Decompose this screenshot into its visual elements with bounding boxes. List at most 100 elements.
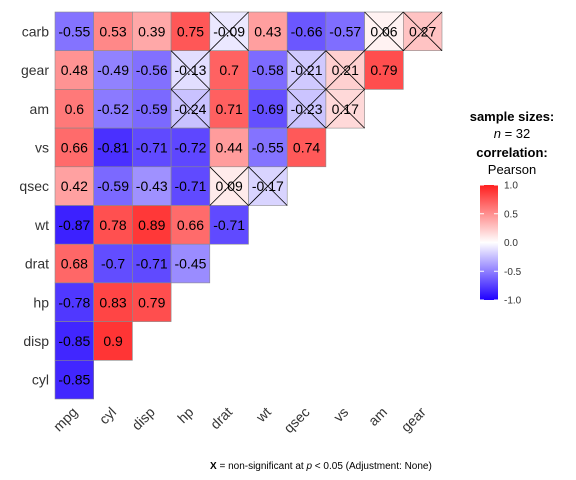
cell-value-label: -0.71 (213, 217, 245, 233)
legend: sample sizes: n = 32 correlation: Pearso… (470, 109, 555, 307)
cell-value-label: 0.71 (216, 101, 243, 117)
heatmap-cell (325, 11, 365, 52)
cell-value-label: -0.71 (174, 178, 206, 194)
non-significant-cross-line (364, 11, 404, 51)
legend-tick-label: -1.0 (504, 296, 522, 307)
cell-value-label: 0.74 (293, 139, 320, 155)
y-tick-label: cyl (32, 372, 49, 388)
y-tick-label: hp (33, 294, 49, 310)
heatmap-cell (132, 166, 172, 206)
legend-tick-label: -0.5 (504, 267, 522, 278)
legend-sample-sizes-title: sample sizes: (470, 109, 555, 124)
heatmap-cell (93, 50, 133, 90)
legend-colorbar-ticks: 1.0 0.5 0.0 -0.5 -1.0 (480, 181, 522, 307)
y-tick-label: disp (23, 333, 49, 349)
heatmap-cell (132, 205, 172, 245)
heatmap-cell (132, 282, 172, 322)
heatmap-cell (364, 50, 404, 90)
non-significant-cross-line (170, 89, 211, 129)
cell-value-label: -0.58 (252, 62, 284, 78)
non-significant-cross-line (325, 89, 365, 129)
cell-value-label: -0.56 (136, 62, 168, 78)
x-tick-label: am (365, 404, 390, 429)
cell-value-label: -0.57 (329, 23, 361, 39)
legend-correlation-title: correlation: (476, 145, 548, 160)
cell-value-label: 0.43 (254, 23, 281, 39)
cell-value-label: 0.48 (61, 62, 88, 78)
heatmap-cell (93, 282, 133, 322)
non-significant-cross-line (248, 166, 288, 206)
non-significant-cross-line (403, 11, 443, 51)
cell-value-label: 0.83 (99, 294, 126, 310)
x-tick-label: hp (174, 404, 196, 426)
heatmap-cell (93, 205, 133, 245)
cell-value-label: 0.9 (103, 333, 123, 349)
cell-value-label: -0.71 (136, 139, 168, 155)
heatmap-cell (170, 166, 211, 206)
cell-value-label: 0.79 (138, 294, 165, 310)
heatmap-cell (209, 205, 249, 245)
cell-value-label: -0.85 (58, 333, 90, 349)
cell-value-label: -0.59 (136, 101, 168, 117)
y-tick-label: drat (25, 256, 49, 272)
cell-value-label: -0.59 (97, 178, 129, 194)
cell-value-label: 0.66 (177, 217, 204, 233)
legend-tick-label: 1.0 (504, 181, 518, 192)
heatmap-cell (93, 243, 133, 284)
x-axis-tick-labels: mpg cyl disp hp drat wt qsec vs am gear (50, 404, 429, 436)
y-tick-label: carb (22, 23, 49, 39)
cell-value-label: -0.81 (97, 139, 129, 155)
non-significant-cross-line (170, 50, 211, 90)
cell-value-label: -0.55 (58, 23, 90, 39)
cell-value-label: 0.68 (61, 256, 88, 272)
heatmap-cell (93, 89, 133, 129)
heatmap-cell (286, 127, 327, 168)
heatmap-cell (54, 321, 95, 361)
heatmap-cell (54, 243, 95, 284)
cell-value-label: -0.66 (291, 23, 323, 39)
x-tick-label: disp (128, 404, 158, 434)
y-axis-tick-labels: carb gear am vs qsec wt drat hp disp cyl (19, 23, 49, 387)
heatmap-cell (132, 89, 172, 129)
heatmap-cell (54, 127, 95, 168)
cell-value-label: -0.87 (58, 217, 90, 233)
cell-value-label: -0.55 (252, 139, 284, 155)
cell-value-label: 0.89 (138, 217, 165, 233)
cell-value-label: 0.44 (216, 139, 243, 155)
heatmap-cell (54, 89, 95, 129)
x-tick-label: mpg (50, 404, 81, 435)
cell-value-label: 0.53 (99, 23, 126, 39)
y-tick-label: vs (35, 139, 49, 155)
x-tick-label: gear (398, 404, 429, 435)
x-tick-label: drat (207, 404, 235, 432)
non-significant-marks (170, 11, 443, 206)
heatmap-cell (132, 11, 172, 52)
y-tick-label: gear (21, 62, 49, 78)
heatmap-cell (54, 282, 95, 322)
cell-value-label: -0.69 (252, 101, 284, 117)
caption-p-symbol: p (305, 461, 312, 472)
heatmap-cell (248, 11, 288, 52)
caption: X = non-significant at p < 0.05 (Adjustm… (210, 461, 432, 472)
non-significant-cross-line (286, 50, 327, 90)
cell-value-label: -0.72 (174, 139, 206, 155)
x-tick-label: cyl (96, 404, 119, 427)
x-tick-label: qsec (280, 404, 312, 436)
legend-sample-size-value: n = 32 (494, 126, 531, 141)
x-tick-label: wt (252, 404, 274, 426)
legend-correlation-method: Pearson (488, 162, 536, 177)
caption-x-mark: X (210, 461, 217, 472)
cell-value-label: 0.78 (99, 217, 126, 233)
x-tick-label: vs (330, 404, 351, 425)
cell-value-label: 0.7 (219, 62, 239, 78)
non-significant-cross-line (286, 89, 327, 129)
heatmap-cell (248, 89, 288, 129)
cell-value-label: -0.49 (97, 62, 129, 78)
non-significant-cross-line (325, 50, 365, 90)
legend-n-symbol: n (494, 126, 501, 141)
cell-value-label: 0.39 (138, 23, 165, 39)
cell-value-label: 0.79 (370, 62, 397, 78)
heatmap-cell (170, 11, 211, 52)
legend-colorbar (480, 185, 498, 300)
